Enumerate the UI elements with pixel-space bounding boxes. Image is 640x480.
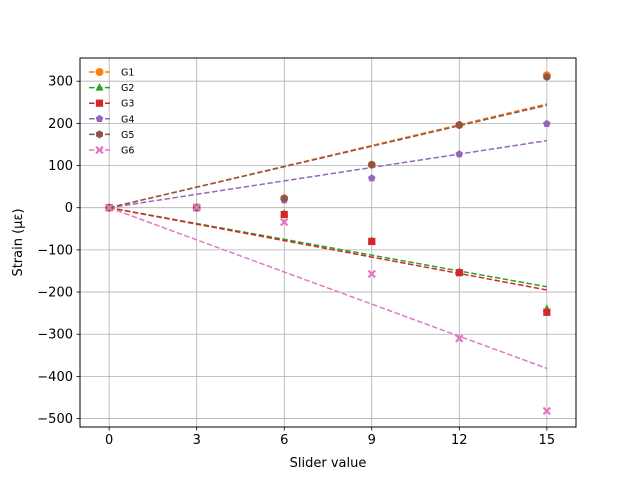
legend: G1 G2 G3 G4 G5 G6 bbox=[89, 68, 134, 157]
y-tick-label: −200 bbox=[37, 286, 73, 301]
y-tick-label: −400 bbox=[37, 370, 73, 385]
data-point-g3 bbox=[543, 308, 551, 316]
x-tick-label: 3 bbox=[193, 433, 201, 448]
data-markers bbox=[104, 71, 552, 416]
legend-marker-g6 bbox=[95, 145, 104, 155]
y-tick-label: 200 bbox=[48, 117, 73, 132]
legend-label-g4: G4 bbox=[121, 114, 134, 125]
data-point-g6 bbox=[192, 203, 201, 212]
legend-marker-g3 bbox=[95, 99, 104, 107]
data-point-g6 bbox=[455, 334, 464, 343]
data-point-g4 bbox=[543, 119, 551, 128]
x-axis-label: Slider value bbox=[290, 456, 367, 471]
x-tick-label: 15 bbox=[539, 433, 556, 448]
data-point-g4 bbox=[367, 174, 376, 182]
fit-line-g3 bbox=[109, 206, 547, 291]
data-point-g5 bbox=[543, 72, 551, 81]
y-tick-label: −500 bbox=[37, 412, 73, 427]
data-point-g3 bbox=[368, 237, 376, 246]
x-tick-label: 0 bbox=[105, 433, 113, 448]
data-point-g4 bbox=[455, 150, 464, 158]
y-tick-label: −100 bbox=[37, 243, 73, 258]
data-point-g5 bbox=[368, 160, 376, 169]
y-tick-label: −300 bbox=[37, 328, 73, 343]
fit-line-g5 bbox=[109, 104, 547, 209]
y-tick-label: 0 bbox=[65, 201, 73, 216]
data-point-g5 bbox=[280, 194, 288, 203]
legend-marker-g2 bbox=[95, 83, 104, 91]
legend-marker-g5 bbox=[96, 130, 103, 139]
data-point-g6 bbox=[542, 406, 552, 416]
data-point-g3 bbox=[280, 210, 288, 219]
legend-marker-g1 bbox=[95, 68, 104, 76]
x-tick-label: 12 bbox=[451, 433, 468, 448]
axis-ticks: 0 3 6 9 12 15 −500 −400 −300 −200 −100 0 100 200 300 bbox=[37, 75, 555, 448]
legend-label-g1: G1 bbox=[121, 68, 134, 79]
legend-label-g6: G6 bbox=[121, 146, 134, 157]
y-tick-label: 100 bbox=[48, 159, 73, 174]
y-tick-label: 300 bbox=[48, 75, 73, 90]
x-tick-label: 9 bbox=[368, 433, 376, 448]
fit-lines bbox=[108, 103, 548, 370]
plot-frame bbox=[79, 57, 577, 428]
fit-line-g6 bbox=[108, 207, 548, 370]
legend-label-g2: G2 bbox=[121, 83, 134, 94]
fit-line-g4 bbox=[109, 139, 547, 209]
data-point-g6 bbox=[104, 203, 114, 212]
data-point-g3 bbox=[455, 269, 463, 277]
x-tick-label: 6 bbox=[280, 433, 288, 448]
legend-label-g5: G5 bbox=[121, 130, 134, 141]
legend-marker-g4 bbox=[95, 114, 104, 123]
data-point-g5 bbox=[455, 121, 463, 130]
data-point-g6 bbox=[367, 269, 376, 279]
grid bbox=[80, 58, 576, 427]
legend-label-g3: G3 bbox=[121, 99, 134, 110]
y-axis-label: Strain (με) bbox=[11, 208, 26, 276]
data-point-g6 bbox=[280, 217, 289, 227]
